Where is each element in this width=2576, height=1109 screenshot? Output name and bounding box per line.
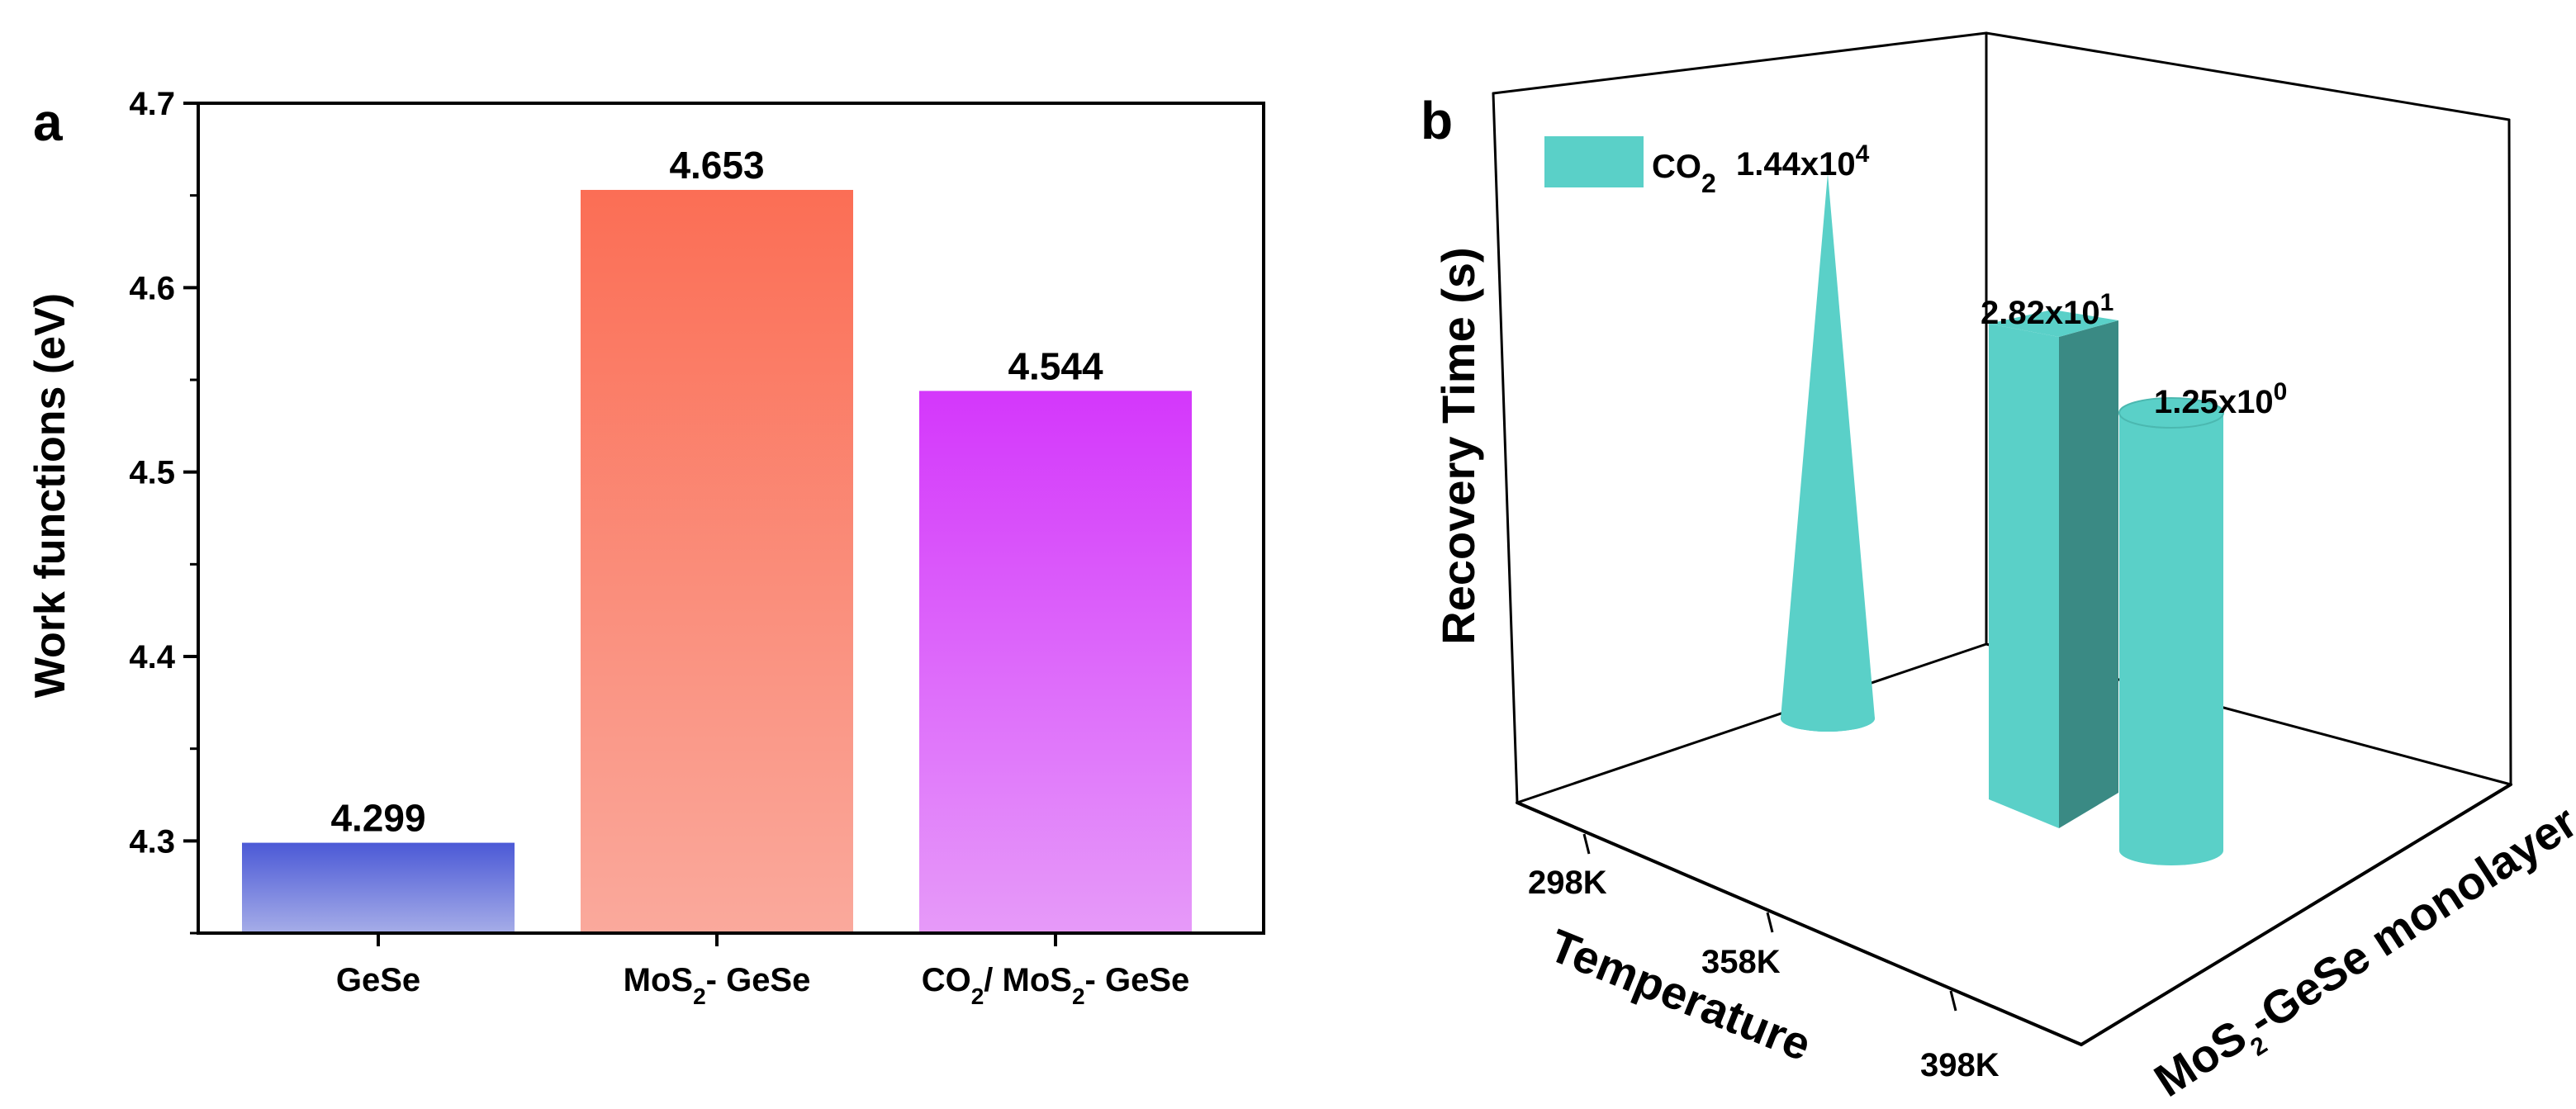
bar3d-cylinder-398k <box>2119 413 2223 865</box>
floor-front-right-edge <box>2080 783 2512 1046</box>
bar-2 <box>581 189 853 933</box>
bar3d-box-358k-top <box>1989 310 2118 337</box>
x-category-label-1: GeSe <box>336 962 420 998</box>
recovery-time-axis-title: Recovery Time (s) <box>1432 247 1484 644</box>
bar3d-box-358k-front <box>1989 324 2059 828</box>
panel-a-y-axis-title: Work functions (eV) <box>26 293 74 698</box>
cone-base <box>1781 705 1875 732</box>
bar-value-label-2: 4.653 <box>669 144 764 187</box>
bar-3 <box>919 391 1192 933</box>
bar3d-cone-298k <box>1781 173 1875 732</box>
panel-a: a Work functions (eV) 4.299 4.653 4.544 4.… <box>26 86 1265 1009</box>
x-category-label-3: CO2/ MoS2- GeSe <box>922 962 1190 1009</box>
cylinder-top <box>2118 397 2224 429</box>
bar3d-box-358k-side <box>2059 320 2118 828</box>
bar3d-value-label-1: 1.44x104 <box>1736 140 1870 183</box>
bar-1 <box>242 842 515 933</box>
legend-swatch <box>1544 136 1644 187</box>
temp-tick-mark <box>1766 912 1774 933</box>
back-right-vertical <box>2507 118 2512 786</box>
temp-tick-label-1: 298K <box>1528 865 1607 901</box>
y-tick-label: 4.3 <box>129 823 175 860</box>
back-top-edge-left <box>1492 31 1988 95</box>
bar3d-value-label-3: 1.25x100 <box>2154 378 2287 421</box>
floor-front-left-edge <box>1516 801 2083 1046</box>
bar3d-value-label-2: 2.82x101 <box>1981 289 2113 332</box>
back-top-edge-right <box>1985 31 2511 121</box>
legend-label: CO2 <box>1652 149 1716 198</box>
bar-value-label-1: 4.299 <box>330 797 425 840</box>
panel-b: b CO2 1.44x104 2.82x101 1.25x100 298K 358K 39… <box>1421 31 2576 1107</box>
temp-tick-mark <box>1949 990 1957 1012</box>
panel-b-letter: b <box>1421 91 1453 150</box>
panel-a-letter: a <box>33 92 63 152</box>
temperature-axis-title: Temperature <box>1543 919 1819 1071</box>
y-tick-label: 4.5 <box>129 455 175 491</box>
back-left-vertical <box>1492 92 1519 804</box>
x-category-label-2: MoS2- GeSe <box>624 962 811 1009</box>
floor-back-left-edge <box>1516 642 1988 804</box>
temp-tick-label-2: 358K <box>1701 944 1781 980</box>
panel-a-plot-frame <box>197 102 1265 935</box>
y-tick-label: 4.4 <box>129 639 175 675</box>
y-tick-label: 4.7 <box>129 86 175 122</box>
temp-tick-label-3: 398K <box>1920 1047 2000 1083</box>
y-tick-label: 4.6 <box>129 270 175 306</box>
bar-value-label-3: 4.544 <box>1008 344 1103 387</box>
temp-tick-mark <box>1582 833 1591 855</box>
